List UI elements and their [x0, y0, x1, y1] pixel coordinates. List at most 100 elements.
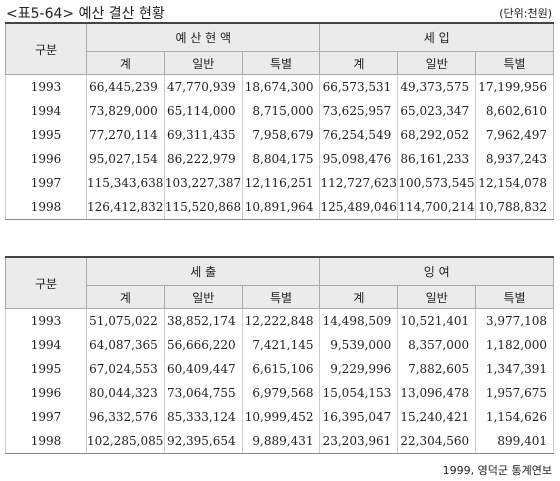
value-cell: 80,044,323: [86, 381, 165, 405]
year-cell: 1993: [5, 74, 87, 99]
year-cell: 1993: [5, 308, 87, 333]
column-header: 계: [319, 285, 399, 309]
value-cell: 15,054,153: [319, 381, 399, 405]
year-cell: 1997: [5, 171, 87, 195]
value-cell: 60,409,447: [163, 357, 243, 381]
value-cell: 6,615,106: [241, 357, 321, 381]
value-cell: 115,520,868: [163, 195, 243, 220]
year-cell: 1995: [5, 123, 87, 147]
value-cell: 115,343,638: [86, 171, 165, 195]
group-header: 세 입: [319, 22, 554, 52]
value-cell: 10,788,832: [475, 195, 554, 220]
column-header: 특별: [475, 51, 554, 75]
year-cell: 1998: [5, 195, 87, 220]
value-cell: 77,270,114: [86, 123, 165, 147]
column-header: 계: [319, 51, 399, 75]
value-cell: 102,285,085: [86, 429, 165, 454]
value-cell: 73,625,957: [319, 99, 399, 123]
data-row: 1998 126,412,832 115,520,868 10,891,964 125,…: [5, 195, 554, 220]
value-cell: 12,154,078: [475, 171, 554, 195]
column-header: 특별: [241, 51, 321, 75]
value-cell: 100,573,545: [397, 171, 477, 195]
column-header: 일반: [163, 285, 243, 309]
value-cell: 96,332,576: [86, 405, 165, 429]
data-row: 1994 73,829,000 65,114,000 8,715,000 73,625,…: [5, 99, 554, 123]
year-cell: 1994: [5, 333, 87, 357]
header-row: 계 일반 특별 계 일반 특별: [6, 285, 554, 309]
column-header: 일반: [163, 51, 243, 75]
value-cell: 15,240,421: [397, 405, 477, 429]
value-cell: 14,498,509: [319, 308, 399, 333]
value-cell: 8,804,175: [241, 147, 321, 171]
value-cell: 49,373,575: [397, 74, 477, 99]
value-cell: 65,114,000: [163, 99, 243, 123]
value-cell: 10,521,401: [397, 308, 477, 333]
value-cell: 66,445,239: [86, 74, 165, 99]
data-row: 1993 51,075,022 38,852,174 12,222,848 14,498…: [5, 308, 554, 333]
value-cell: 114,700,214: [397, 195, 477, 220]
title: <표5-64> 예산 결산 현황: [6, 6, 165, 22]
column-header: 일반: [397, 285, 477, 309]
value-cell: 47,770,939: [163, 74, 243, 99]
value-cell: 95,027,154: [86, 147, 165, 171]
value-cell: 899,401: [475, 429, 554, 454]
year-cell: 1994: [5, 99, 87, 123]
data-row: 1998 102,285,085 92,395,654 9,889,431 23,203…: [5, 429, 554, 454]
value-cell: 12,116,251: [241, 171, 321, 195]
value-cell: 38,852,174: [163, 308, 243, 333]
value-cell: 66,573,531: [319, 74, 399, 99]
value-cell: 9,889,431: [241, 429, 321, 454]
value-cell: 7,962,497: [475, 123, 554, 147]
value-cell: 10,999,452: [241, 405, 321, 429]
group-header: 세 출: [85, 256, 321, 286]
value-cell: 9,539,000: [319, 333, 399, 357]
year-cell: 1998: [5, 429, 87, 454]
value-cell: 10,891,964: [241, 195, 321, 220]
column-header: 계: [86, 285, 165, 309]
value-cell: 8,602,610: [475, 99, 554, 123]
value-cell: 23,203,961: [319, 429, 399, 454]
value-cell: 9,229,996: [319, 357, 399, 381]
value-cell: 8,715,000: [241, 99, 321, 123]
data-row: 1994 64,087,365 56,666,220 7,421,145 9,539,0…: [5, 333, 554, 357]
value-cell: 86,161,233: [397, 147, 477, 171]
data-row: 1997 115,343,638 103,227,387 12,116,251 112,…: [5, 171, 554, 195]
group-header: 잉 여: [319, 256, 554, 286]
column-header: 특별: [475, 285, 554, 309]
data-row: 1996 80,044,323 73,064,755 6,979,568 15,054,…: [5, 381, 554, 405]
value-cell: 51,075,022: [86, 308, 165, 333]
value-cell: 22,304,560: [397, 429, 477, 454]
value-cell: 13,096,478: [397, 381, 477, 405]
column-header: 특별: [241, 285, 321, 309]
row-label-header: 구분: [5, 22, 87, 75]
year-cell: 1995: [5, 357, 87, 381]
year-cell: 1997: [5, 405, 87, 429]
value-cell: 76,254,549: [319, 123, 399, 147]
value-cell: 1,182,000: [475, 333, 554, 357]
value-cell: 67,024,553: [86, 357, 165, 381]
value-cell: 64,087,365: [86, 333, 165, 357]
value-cell: 56,666,220: [163, 333, 243, 357]
column-header: 계: [86, 51, 165, 75]
value-cell: 112,727,623: [319, 171, 399, 195]
value-cell: 92,395,654: [163, 429, 243, 454]
value-cell: 95,098,476: [319, 147, 399, 171]
value-cell: 126,412,832: [86, 195, 165, 220]
value-cell: 3,977,108: [475, 308, 554, 333]
value-cell: 85,333,124: [163, 405, 243, 429]
row-label-header: 구분: [5, 256, 87, 309]
data-row: 1995 67,024,553 60,409,447 6,615,106 9,229,9…: [5, 357, 554, 381]
value-cell: 86,222,979: [163, 147, 243, 171]
value-cell: 103,227,387: [163, 171, 243, 195]
data-row: 1993 66,445,239 47,770,939 18,674,300 66,573…: [5, 74, 554, 99]
value-cell: 16,395,047: [319, 405, 399, 429]
value-cell: 18,674,300: [241, 74, 321, 99]
source: 1999, 영덕군 통계연보: [442, 464, 552, 477]
value-cell: 68,292,052: [397, 123, 477, 147]
unit: (단위:천원): [499, 7, 552, 20]
